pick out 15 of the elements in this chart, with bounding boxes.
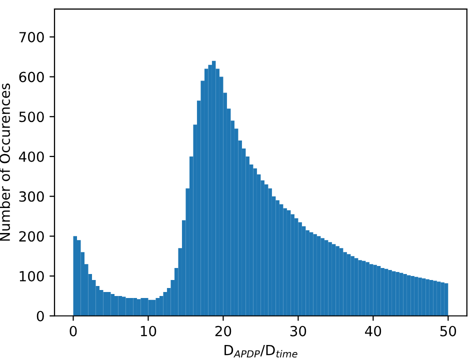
y-tick-label: 500 — [19, 112, 44, 122]
y-tick-label: 600 — [19, 72, 44, 82]
x-axis-title: D$_{APDP}$/D$_{time}$ — [224, 345, 298, 358]
x-tick-label: 20 — [215, 326, 232, 336]
y-tick-label: 700 — [19, 32, 44, 42]
x-tick-label: 40 — [365, 326, 382, 336]
y-tick-label: 0 — [36, 310, 44, 322]
x-tick-label: 10 — [140, 326, 156, 336]
y-tick-label: 400 — [18, 151, 44, 162]
x-tick-label: 0 — [70, 326, 77, 336]
y-tick-label: 300 — [19, 191, 44, 202]
x-tick-label: 50 — [440, 326, 456, 336]
y-tick-label: 200 — [19, 231, 44, 242]
y-tick-label: 100 — [20, 270, 44, 282]
x-tick-label: 30 — [290, 326, 306, 336]
